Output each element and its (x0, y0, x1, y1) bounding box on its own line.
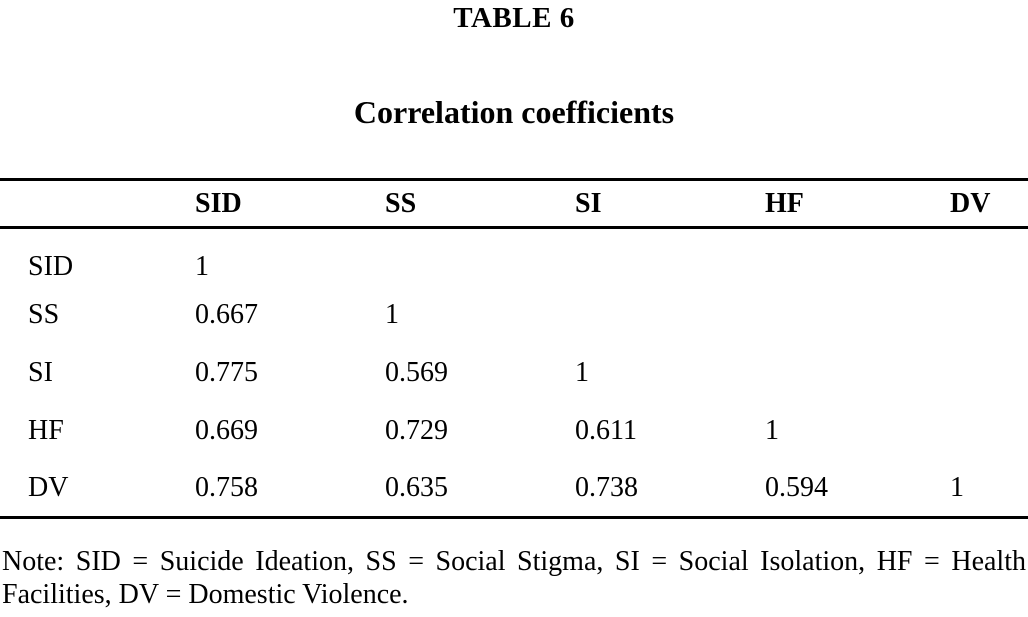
cell-ss-si (575, 286, 765, 344)
cell-si-sid: 0.775 (195, 356, 258, 388)
cell-sid-dv (950, 228, 1028, 286)
column-header-sid: SID (195, 179, 385, 229)
cell-ss-sid: 0.667 (195, 298, 258, 330)
cell-si-dv (950, 344, 1028, 402)
column-header-ss: SS (385, 179, 575, 229)
column-header-si: SI (575, 179, 765, 229)
cell-sid-ss (385, 228, 575, 286)
cell-dv-sid: 0.758 (195, 471, 258, 503)
cell-hf-sid: 0.669 (195, 414, 258, 446)
row-label-ss: SS (28, 298, 60, 330)
table-header-row: SID SS SI HF DV (0, 179, 1028, 229)
correlation-table: SID SS SI HF DV SID 1 SS 0.667 1 (0, 178, 1028, 519)
table-body: SID 1 SS 0.667 1 SI 0.775 0.569 1 (0, 228, 1028, 518)
cell-hf-si: 0.611 (575, 414, 637, 446)
cell-sid-hf (765, 228, 950, 286)
row-label-si: SI (28, 356, 53, 388)
cell-si-ss: 0.569 (385, 356, 448, 388)
cell-dv-dv: 1 (950, 471, 964, 503)
cell-dv-ss: 0.635 (385, 471, 448, 503)
cell-hf-ss: 0.729 (385, 414, 448, 446)
table-row: DV 0.758 0.635 0.738 0.594 1 (0, 460, 1028, 518)
table-title: Correlation coefficients (353, 94, 675, 130)
cell-dv-si: 0.738 (575, 471, 638, 503)
table-note: Note: SID = Suicide Ideation, SS = Socia… (2, 546, 1026, 610)
cell-sid-si (575, 228, 765, 286)
column-header-blank (0, 179, 195, 229)
row-label-dv: DV (28, 471, 69, 503)
cell-dv-hf: 0.594 (765, 471, 828, 503)
table-number-heading: TABLE 6 (453, 2, 575, 34)
table-row: SS 0.667 1 (0, 286, 1028, 344)
column-header-hf: HF (765, 179, 950, 229)
table-row: SID 1 (0, 228, 1028, 286)
cell-ss-hf (765, 286, 950, 344)
cell-ss-dv (950, 286, 1028, 344)
cell-sid-sid: 1 (195, 251, 209, 283)
table-row: HF 0.669 0.729 0.611 1 (0, 402, 1028, 460)
cell-hf-hf: 1 (765, 414, 779, 446)
table-header: SID SS SI HF DV (0, 179, 1028, 229)
cell-si-hf (765, 344, 950, 402)
column-header-dv: DV (950, 179, 1028, 229)
row-label-hf: HF (28, 414, 64, 446)
row-label-sid: SID (28, 251, 74, 283)
cell-ss-ss: 1 (385, 298, 399, 330)
cell-si-si: 1 (575, 356, 589, 388)
cell-hf-dv (950, 402, 1028, 460)
table-row: SI 0.775 0.569 1 (0, 344, 1028, 402)
